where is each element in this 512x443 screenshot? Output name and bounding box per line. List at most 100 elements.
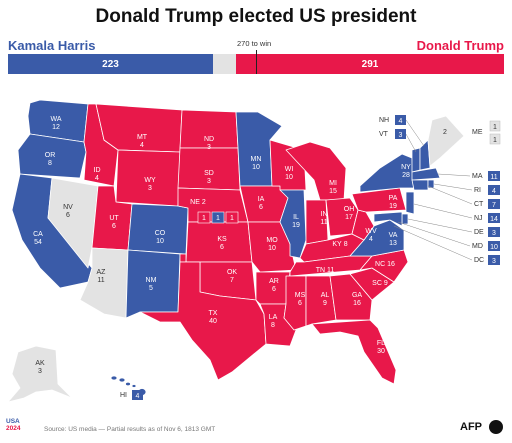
northeast-callouts: NH 4 VT 3 [379,115,425,153]
state-MI [285,141,347,201]
state-RI [427,179,435,189]
label-KY: KY 8 [332,241,347,248]
callout-value-CT: 7 [492,202,496,209]
label-MO: MO 10 [266,237,278,252]
map-title: Donald Trump elected US president [95,6,417,27]
label-IL: IL 19 [292,214,300,229]
callout-value-VT: 3 [399,132,403,139]
label-OH: OH 17 [344,206,355,221]
callout-label-RI: RI [474,187,481,194]
me-district-box [489,120,501,132]
leader-line [405,133,417,153]
leader-line [405,119,425,147]
callout-box-DC [488,255,500,265]
state-FL [311,319,397,385]
ne-district-box [197,211,211,224]
callout-box-NJ [488,213,500,223]
label-MN: MN 10 [251,156,262,171]
east-callouts: MA 11 RI 4 CT 7 NJ 14 DE 3 MD 10 DC 3 [393,171,500,265]
callout-box-VT [395,129,406,139]
maine-callout: 2 ME 1 1 [443,120,501,145]
callout-label-NH: NH [379,117,389,124]
state-ME [427,115,465,167]
leader-line [413,203,473,219]
state-WV [351,209,375,241]
label-NM: NM 5 [146,277,157,292]
callout-value-MD: 10 [490,244,498,251]
source-note: Source: US media — Partial results as of… [44,426,216,433]
state-TX [139,261,267,381]
callout-label-MD: MD [472,243,483,250]
label-AL: AL 9 [321,292,330,307]
callout-label-CT: CT [474,201,484,208]
label-NY: NY 28 [401,164,411,179]
label-SD: SD 3 [204,170,214,185]
label-CA: CA 54 [33,231,43,246]
hawaii-callout: HI 4 [120,390,143,400]
callout-value-HI: 4 [136,393,140,400]
state-DE [401,213,409,225]
callout-box-MD [488,241,500,251]
callout-box-MA [488,171,500,181]
ne-district-value: 1 [216,215,220,222]
me-district-box [489,133,501,145]
callout-value-RI: 4 [492,188,496,195]
harris-ev-value: 223 [102,58,119,70]
label-KS: KS 6 [217,236,227,251]
ne-district-boxes: 1 1 1 [197,211,239,224]
label-ND: ND 3 [204,136,214,151]
leader-line [393,225,473,261]
usa-2024-logo: USA 2024 [6,418,20,432]
label-MT: MT 4 [137,134,148,149]
callout-box-DE [488,227,500,237]
callout-label-VT: VT [379,131,389,138]
callout-value-NH: 4 [399,118,403,125]
label-MS: MS 6 [295,292,306,307]
trump-ev-bar: 291 [236,54,504,74]
leader-line [407,218,473,233]
label-AR: AR 6 [269,278,279,293]
state-MD [373,211,403,227]
label-WV: WV 4 [365,228,377,243]
label-AK: AK 3 [35,360,45,375]
label-GA: GA 16 [352,292,362,307]
threshold-label: 270 to win [237,39,272,48]
label-ID: ID 4 [94,167,101,182]
state-MS [283,275,307,331]
label-LA: LA 8 [269,314,278,329]
trump-label: Donald Trump [416,38,504,53]
state-AK [7,345,73,403]
ne-district-box [211,211,225,224]
me-district-value: 1 [493,124,497,131]
label-NC: NC 16 [375,261,395,268]
callout-label-DC: DC [474,257,484,264]
label-AZ: AZ 11 [97,269,107,284]
leader-line [437,173,471,177]
callout-label-MA: MA [472,173,483,180]
ne-district-value: 1 [202,215,206,222]
state-GA [329,273,373,321]
label-IA: IA 6 [258,196,265,211]
label-NV: NV 6 [63,204,73,219]
label-VA: VA 13 [389,232,398,247]
state-CO [127,203,189,255]
harris-label: Kamala Harris [8,38,96,53]
state-labels: WA 12 OR 8 CA 54 NV 6 ID 4 MT 4 WY 3 UT 6 AZ 11 C… [33,116,411,375]
label-OK: OK 7 [227,269,237,284]
callout-box-CT [488,199,500,209]
label-UT: UT 6 [109,215,119,230]
label-WY: WY 3 [144,177,156,192]
label-TX: TX 40 [209,310,218,325]
state-MA [411,167,441,181]
logo-usa-text: USA [6,418,20,425]
leader-line [433,183,473,191]
harris-ev-bar: 223 [8,54,213,74]
callout-value-NJ: 14 [490,216,498,223]
ne-district-box [225,211,239,224]
leader-line [397,221,471,247]
state-IL [279,189,307,259]
afp-logo-text: AFP [460,421,482,433]
me-district-value: 1 [493,137,497,144]
label-IN: IN 11 [320,211,327,226]
